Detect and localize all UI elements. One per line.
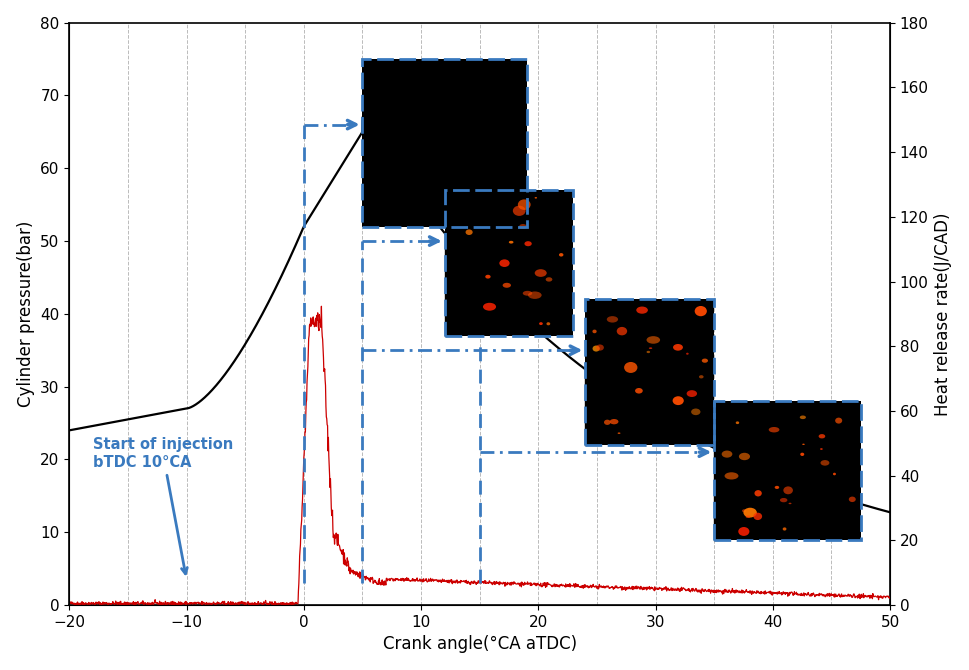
- Ellipse shape: [833, 473, 836, 475]
- Bar: [585, 299, 714, 445]
- Ellipse shape: [702, 358, 708, 362]
- Ellipse shape: [789, 502, 792, 505]
- Ellipse shape: [746, 515, 751, 518]
- Ellipse shape: [849, 496, 856, 502]
- Ellipse shape: [802, 444, 805, 445]
- Ellipse shape: [738, 527, 749, 536]
- Ellipse shape: [524, 241, 532, 246]
- Bar: [714, 401, 860, 539]
- Y-axis label: Heat release rate(J/CAD): Heat release rate(J/CAD): [934, 212, 953, 415]
- Ellipse shape: [522, 291, 532, 295]
- Ellipse shape: [465, 229, 473, 235]
- Ellipse shape: [819, 434, 826, 438]
- Ellipse shape: [517, 200, 531, 210]
- Ellipse shape: [799, 415, 806, 419]
- Ellipse shape: [616, 327, 627, 336]
- Ellipse shape: [528, 291, 542, 299]
- Ellipse shape: [743, 508, 757, 517]
- Ellipse shape: [774, 486, 779, 489]
- Ellipse shape: [725, 472, 738, 480]
- Ellipse shape: [687, 390, 697, 397]
- Ellipse shape: [617, 432, 620, 434]
- Ellipse shape: [800, 453, 804, 456]
- Ellipse shape: [499, 259, 510, 267]
- Ellipse shape: [820, 448, 823, 450]
- Ellipse shape: [607, 316, 618, 322]
- Ellipse shape: [691, 409, 701, 415]
- Ellipse shape: [596, 344, 604, 350]
- Ellipse shape: [610, 419, 618, 424]
- Ellipse shape: [503, 283, 511, 287]
- Ellipse shape: [509, 241, 514, 244]
- Ellipse shape: [547, 322, 550, 326]
- Ellipse shape: [739, 453, 750, 460]
- Ellipse shape: [821, 460, 829, 466]
- Bar: [585, 299, 714, 445]
- Ellipse shape: [783, 527, 787, 531]
- Ellipse shape: [483, 303, 496, 311]
- Ellipse shape: [519, 224, 527, 229]
- Ellipse shape: [535, 269, 547, 277]
- Ellipse shape: [637, 307, 648, 314]
- Ellipse shape: [722, 450, 733, 458]
- Ellipse shape: [535, 197, 537, 198]
- Ellipse shape: [780, 498, 788, 502]
- Y-axis label: Cylinder pressure(bar): Cylinder pressure(bar): [16, 220, 35, 407]
- Ellipse shape: [686, 352, 689, 354]
- Ellipse shape: [699, 375, 703, 379]
- Ellipse shape: [539, 322, 543, 325]
- Bar: [714, 401, 860, 539]
- Bar: [362, 59, 526, 226]
- Ellipse shape: [742, 509, 746, 513]
- Ellipse shape: [592, 346, 600, 352]
- Ellipse shape: [672, 396, 684, 405]
- Ellipse shape: [592, 330, 597, 333]
- Ellipse shape: [646, 336, 660, 344]
- Text: Start of injection
bTDC 10°CA: Start of injection bTDC 10°CA: [93, 438, 233, 574]
- Ellipse shape: [513, 206, 525, 216]
- Ellipse shape: [649, 347, 652, 349]
- Bar: [445, 190, 574, 336]
- Ellipse shape: [835, 417, 842, 423]
- Ellipse shape: [754, 513, 762, 520]
- Ellipse shape: [546, 277, 552, 281]
- Bar: [445, 190, 574, 336]
- Bar: [362, 59, 526, 226]
- Ellipse shape: [485, 275, 490, 279]
- Ellipse shape: [783, 486, 793, 494]
- Ellipse shape: [604, 419, 610, 425]
- Ellipse shape: [768, 427, 779, 432]
- Ellipse shape: [559, 253, 563, 257]
- Ellipse shape: [624, 362, 638, 373]
- Ellipse shape: [735, 421, 739, 424]
- Ellipse shape: [646, 351, 650, 353]
- Ellipse shape: [755, 490, 762, 496]
- Ellipse shape: [635, 388, 642, 393]
- Ellipse shape: [673, 344, 683, 350]
- X-axis label: Crank angle(°CA aTDC): Crank angle(°CA aTDC): [383, 635, 577, 653]
- Ellipse shape: [695, 306, 706, 316]
